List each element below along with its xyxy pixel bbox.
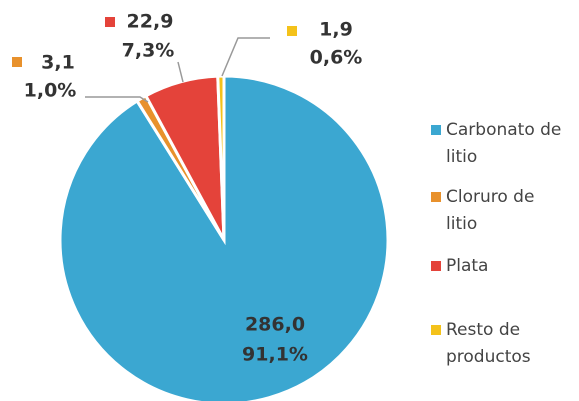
value-label: 3,1	[41, 52, 75, 74]
percent-label: 91,1%	[242, 344, 308, 366]
percent-label: 1,0%	[24, 80, 77, 102]
legend-swatch	[431, 192, 441, 202]
value-label: 286,0	[245, 314, 305, 336]
leader-line	[177, 61, 184, 83]
legend-swatch	[431, 261, 441, 271]
label-swatch	[105, 17, 115, 27]
legend-swatch	[431, 125, 441, 135]
legend-swatch	[431, 325, 441, 335]
leader-line	[85, 96, 149, 103]
legend-label: Cloruro de litio	[446, 187, 534, 234]
leader-line	[221, 37, 270, 77]
legend-label: Resto de productos	[446, 320, 531, 367]
legend-label: Carbonato de litio	[446, 120, 561, 167]
percent-label: 7,3%	[122, 40, 175, 62]
pie-slice	[216, 74, 226, 241]
percent-label: 0,6%	[310, 47, 363, 69]
legend-label: Plata	[446, 256, 488, 276]
value-label: 1,9	[319, 19, 353, 41]
label-swatch	[12, 57, 22, 67]
value-label: 22,9	[127, 11, 174, 33]
label-swatch	[287, 26, 297, 36]
